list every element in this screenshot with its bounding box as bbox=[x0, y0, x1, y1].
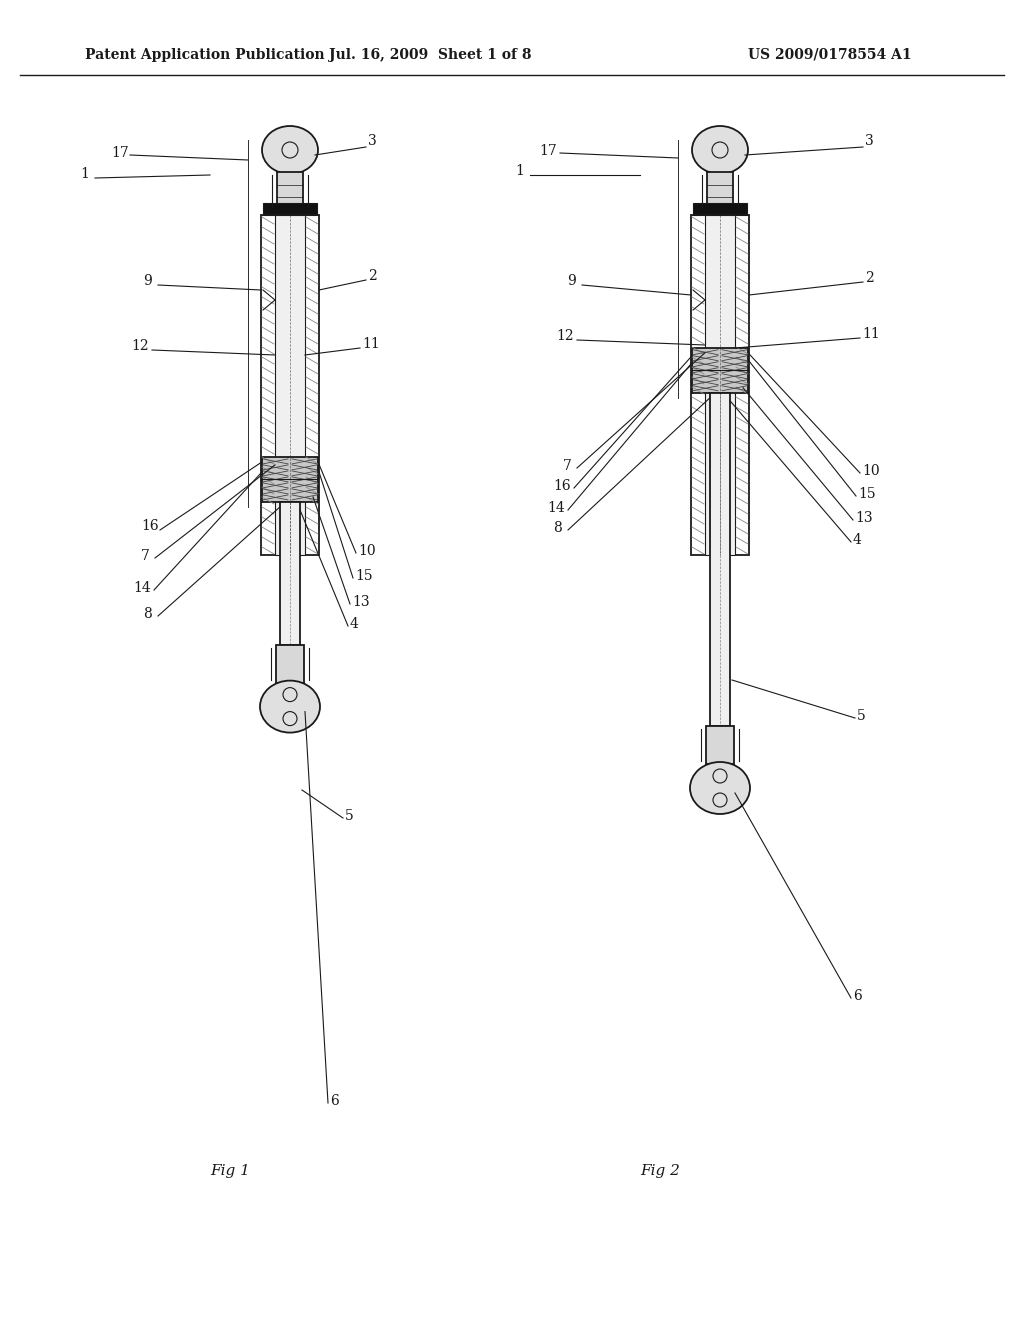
Text: 13: 13 bbox=[855, 511, 872, 525]
Text: Fig 2: Fig 2 bbox=[640, 1164, 680, 1177]
Text: 9: 9 bbox=[143, 275, 153, 288]
Text: 3: 3 bbox=[368, 135, 377, 148]
Text: 17: 17 bbox=[112, 147, 129, 160]
Text: 2: 2 bbox=[368, 269, 377, 282]
Text: 12: 12 bbox=[131, 339, 148, 352]
Text: 11: 11 bbox=[862, 327, 880, 341]
Text: 17: 17 bbox=[539, 144, 557, 158]
Text: 15: 15 bbox=[355, 569, 373, 583]
Text: 8: 8 bbox=[143, 607, 153, 620]
Text: 10: 10 bbox=[862, 465, 880, 478]
Text: 7: 7 bbox=[140, 549, 150, 564]
Text: 6: 6 bbox=[330, 1094, 339, 1107]
Bar bbox=[263, 203, 317, 215]
Bar bbox=[707, 172, 733, 210]
Text: 13: 13 bbox=[352, 595, 370, 609]
Text: 2: 2 bbox=[865, 271, 873, 285]
Text: Patent Application Publication: Patent Application Publication bbox=[85, 48, 325, 62]
Bar bbox=[275, 215, 305, 554]
Bar bbox=[691, 215, 749, 554]
Text: 6: 6 bbox=[853, 989, 862, 1003]
Bar bbox=[705, 215, 735, 554]
Bar bbox=[276, 644, 304, 682]
Text: 3: 3 bbox=[865, 135, 873, 148]
Bar bbox=[262, 457, 318, 502]
Bar bbox=[710, 393, 730, 726]
Text: 14: 14 bbox=[547, 502, 565, 515]
Text: Jul. 16, 2009  Sheet 1 of 8: Jul. 16, 2009 Sheet 1 of 8 bbox=[329, 48, 531, 62]
Text: 12: 12 bbox=[556, 329, 573, 343]
Bar bbox=[278, 172, 303, 210]
Text: 11: 11 bbox=[362, 337, 380, 351]
Text: US 2009/0178554 A1: US 2009/0178554 A1 bbox=[749, 48, 911, 62]
Text: 14: 14 bbox=[133, 581, 151, 595]
Text: 1: 1 bbox=[81, 168, 89, 181]
Ellipse shape bbox=[690, 762, 750, 814]
Bar bbox=[261, 215, 319, 554]
Text: Fig 1: Fig 1 bbox=[210, 1164, 250, 1177]
Text: 16: 16 bbox=[141, 519, 159, 533]
Ellipse shape bbox=[260, 681, 319, 733]
Text: 10: 10 bbox=[358, 544, 376, 558]
Text: 1: 1 bbox=[515, 164, 524, 178]
Text: 4: 4 bbox=[853, 533, 862, 546]
Text: 9: 9 bbox=[567, 275, 577, 288]
Text: 16: 16 bbox=[553, 479, 570, 492]
Text: 7: 7 bbox=[562, 459, 571, 473]
Text: 15: 15 bbox=[858, 487, 876, 502]
Text: 4: 4 bbox=[350, 616, 358, 631]
Bar bbox=[692, 347, 748, 393]
Text: 5: 5 bbox=[345, 809, 353, 822]
Ellipse shape bbox=[692, 125, 748, 174]
Text: 8: 8 bbox=[554, 521, 562, 535]
Bar bbox=[280, 502, 300, 644]
Bar bbox=[706, 726, 734, 764]
Ellipse shape bbox=[262, 125, 318, 174]
Bar bbox=[693, 203, 746, 215]
Text: 5: 5 bbox=[857, 709, 865, 723]
